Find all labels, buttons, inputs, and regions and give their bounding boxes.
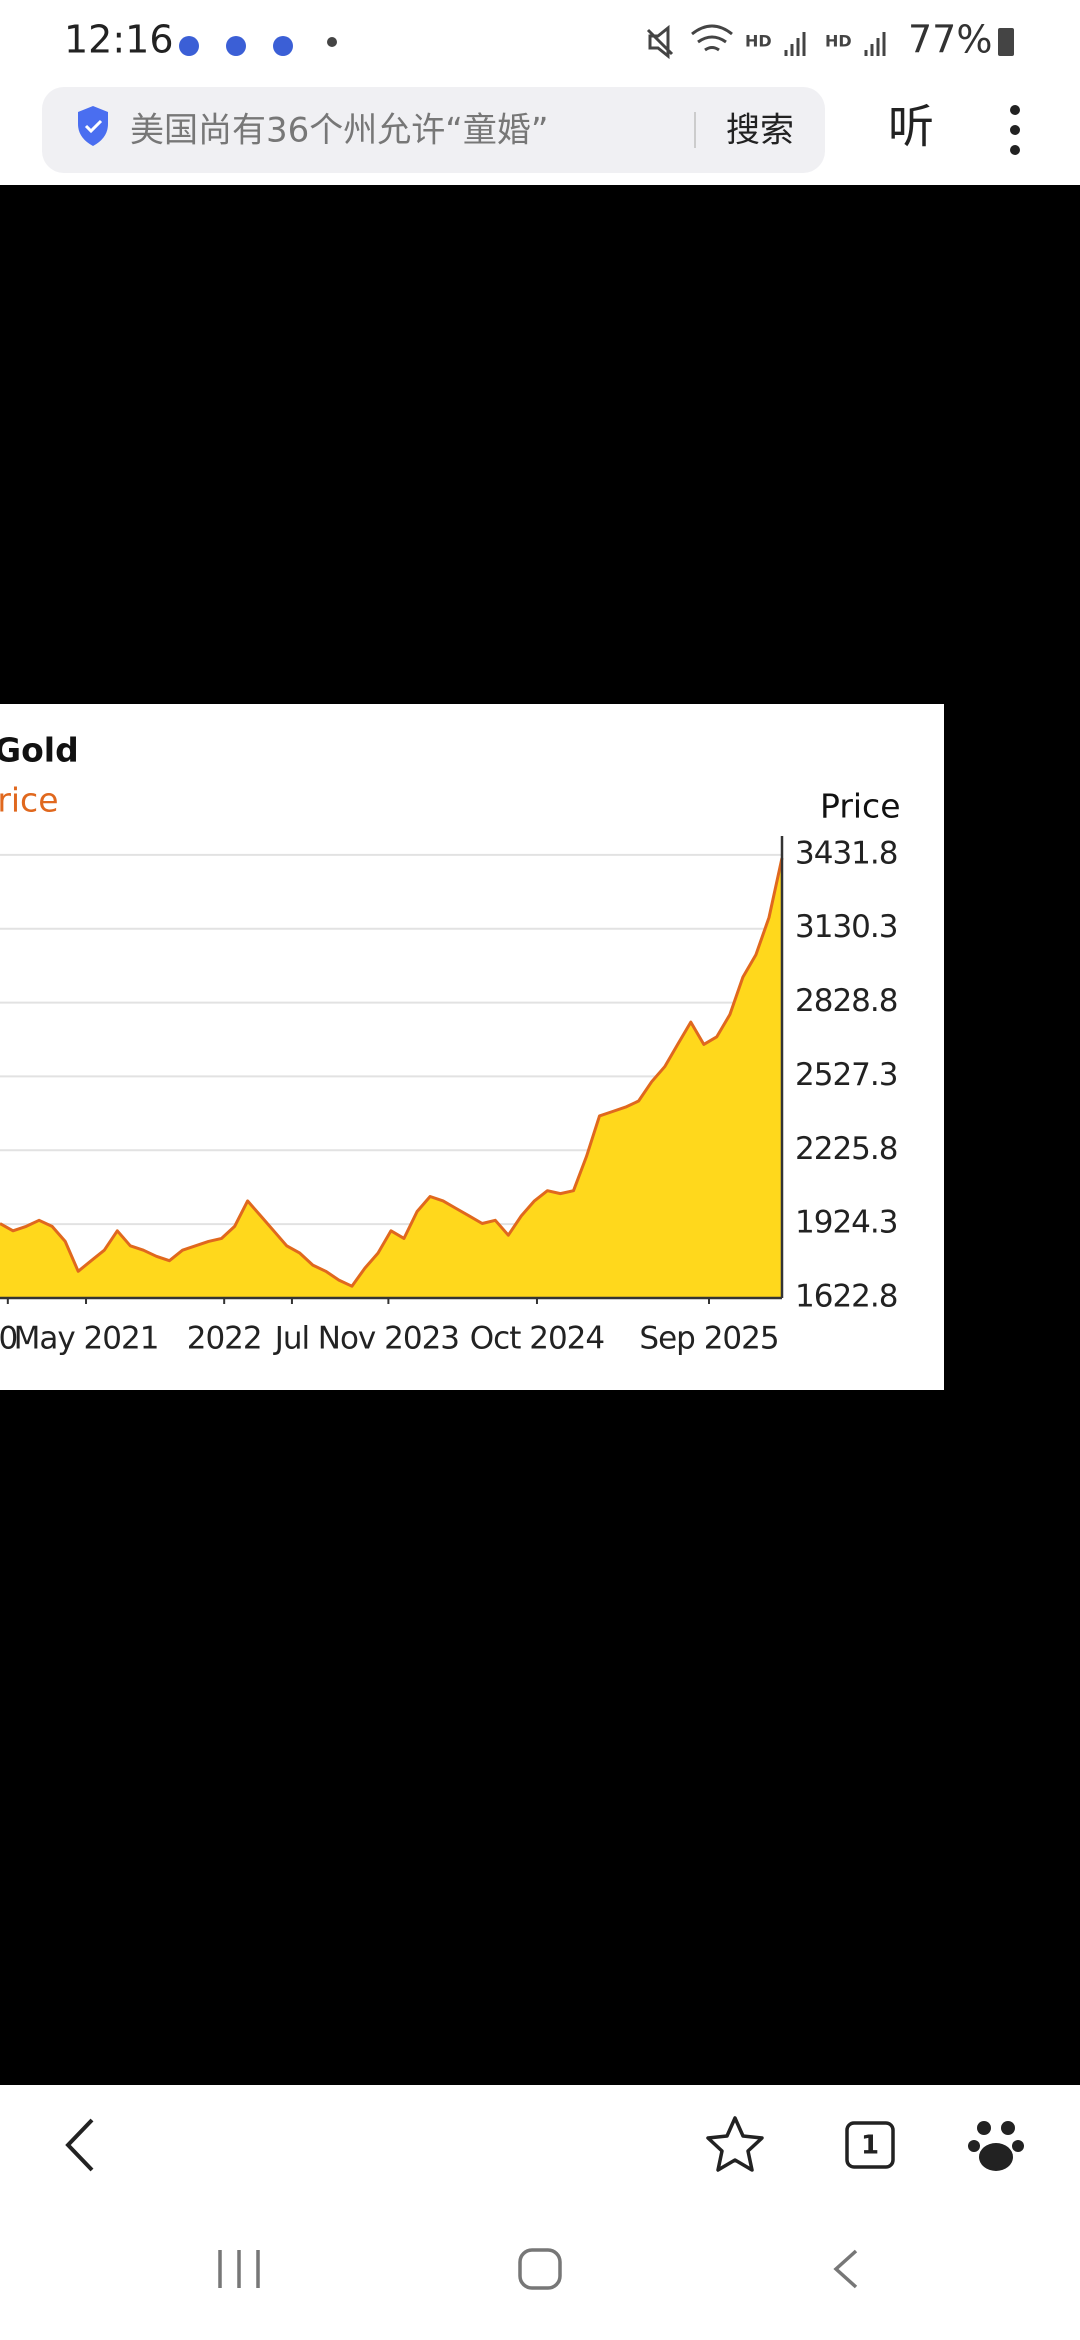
x-tick-label: Oct 2024 (470, 1321, 604, 1357)
y-tick-label: 1622.8 (795, 1279, 897, 1315)
signal-icon (864, 32, 886, 56)
menu-button[interactable] (1010, 105, 1020, 155)
network-label: HD (825, 32, 852, 51)
price-line (0, 857, 784, 1288)
network-label: HD (745, 32, 772, 51)
y-tick-label: 2225.8 (795, 1131, 897, 1167)
chart-title: Gold (0, 731, 79, 770)
notification-icons (179, 36, 293, 56)
home-button[interactable] (518, 2248, 562, 2290)
bookmark-button[interactable] (706, 2116, 764, 2172)
battery-level: 77% (908, 18, 992, 62)
x-tick-label: 0 (0, 1321, 17, 1357)
search-query[interactable]: 美国尚有36个州允许“童婚” (130, 111, 549, 151)
listen-button[interactable]: 听 (888, 100, 934, 154)
x-tick-label: Nov 2023 (318, 1321, 459, 1357)
bottom-bar (0, 2085, 1080, 2340)
chart: Gold Price Price 1622.8 1924.3 2225.8 2527.3 28… (0, 731, 901, 1357)
x-tick-label: Jul (273, 1321, 309, 1357)
area (0, 858, 782, 1298)
y-tick-label: 1924.3 (795, 1205, 897, 1241)
search-button[interactable]: 搜索 (726, 111, 794, 151)
recents-button[interactable] (218, 2250, 260, 2288)
search-bar[interactable] (42, 87, 825, 173)
y-tick-label: 3130.3 (795, 909, 897, 945)
tabs-button[interactable] (845, 2121, 895, 2169)
y-tick-label: 3431.8 (795, 835, 897, 871)
mute-icon (646, 24, 674, 60)
clock: 12:16 (64, 18, 174, 62)
chart-subtitle: Price (0, 781, 59, 820)
system-back-button[interactable] (833, 2249, 858, 2289)
baidu-button[interactable] (968, 2121, 1024, 2171)
x-tick-label: May 2021 (14, 1321, 159, 1357)
y-axis-label: Price (820, 787, 901, 826)
tab-count: 1 (861, 2131, 879, 2161)
battery-icon (998, 28, 1014, 56)
x-tick-label: Sep 2025 (639, 1321, 778, 1357)
security-check (84, 119, 103, 134)
x-tick-label: 2022 (187, 1321, 262, 1357)
signal-icon (784, 32, 806, 56)
wifi-icon (691, 24, 733, 52)
back-button[interactable] (65, 2118, 94, 2172)
security-icon (78, 106, 108, 146)
y-tick-label: 2828.8 (795, 983, 897, 1019)
y-tick-label: 2527.3 (795, 1057, 897, 1093)
more-notifications (327, 37, 337, 47)
